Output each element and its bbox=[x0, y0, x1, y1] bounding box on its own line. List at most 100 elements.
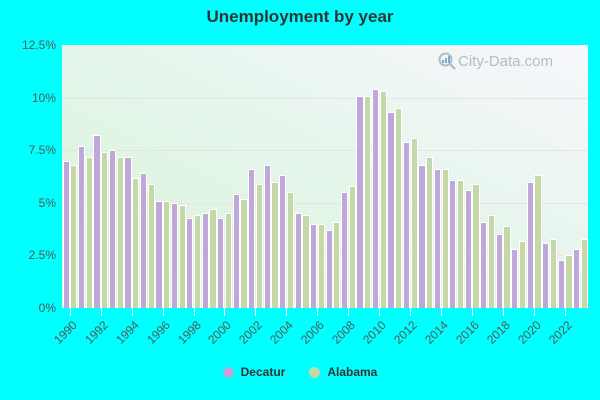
x-tick-label: 1992 bbox=[81, 318, 111, 347]
x-tick-label: 2004 bbox=[267, 318, 297, 347]
bar-alabama-1997[interactable] bbox=[178, 204, 186, 308]
x-tick-mark bbox=[379, 308, 381, 316]
bar-decatur-2015[interactable] bbox=[449, 179, 457, 308]
bar-alabama-2008[interactable] bbox=[348, 185, 356, 308]
x-tick-label: 2018 bbox=[484, 318, 513, 347]
bar-decatur-1998[interactable] bbox=[186, 217, 194, 308]
bar-decatur-2001[interactable] bbox=[232, 194, 240, 308]
bar-decatur-2006[interactable] bbox=[310, 223, 318, 308]
x-tick-label: 2010 bbox=[360, 318, 390, 347]
y-tick-label: 2.5% bbox=[28, 248, 56, 263]
bar-decatur-2002[interactable] bbox=[248, 169, 256, 308]
watermark: City-Data.com bbox=[438, 52, 553, 70]
y-tick-label: 0% bbox=[38, 301, 56, 315]
bar-decatur-2005[interactable] bbox=[294, 213, 302, 308]
bar-alabama-2010[interactable] bbox=[379, 91, 387, 308]
bar-alabama-2012[interactable] bbox=[410, 137, 418, 308]
legend-swatch-alabama bbox=[309, 366, 321, 378]
x-tick-mark bbox=[131, 308, 133, 316]
bar-alabama-2019[interactable] bbox=[518, 240, 527, 308]
bar-decatur-2010[interactable] bbox=[371, 89, 380, 308]
bar-alabama-2023[interactable] bbox=[580, 238, 588, 308]
bar-decatur-1997[interactable] bbox=[170, 202, 179, 308]
bar-alabama-1990[interactable] bbox=[70, 164, 78, 308]
x-tick-label: 2000 bbox=[205, 318, 235, 347]
bar-decatur-2014[interactable] bbox=[433, 169, 442, 308]
bar-alabama-2002[interactable] bbox=[255, 183, 264, 308]
bar-decatur-2022[interactable] bbox=[557, 259, 565, 308]
bar-alabama-2003[interactable] bbox=[271, 181, 279, 308]
bar-decatur-2009[interactable] bbox=[356, 95, 364, 308]
bar-alabama-2009[interactable] bbox=[364, 95, 372, 308]
bar-decatur-2023[interactable] bbox=[573, 249, 581, 308]
x-tick-label: 2014 bbox=[422, 318, 451, 347]
x-tick-mark bbox=[317, 308, 319, 316]
bar-decatur-2013[interactable] bbox=[418, 164, 426, 308]
bar-alabama-2018[interactable] bbox=[503, 225, 511, 308]
bar-decatur-1995[interactable] bbox=[139, 173, 148, 308]
bar-decatur-2007[interactable] bbox=[325, 230, 333, 308]
x-tick-label: 2006 bbox=[298, 318, 328, 347]
x-tick-label: 1994 bbox=[112, 318, 142, 347]
bar-decatur-2008[interactable] bbox=[340, 192, 349, 308]
bar-decatur-2020[interactable] bbox=[526, 181, 534, 308]
bar-alabama-2011[interactable] bbox=[395, 108, 403, 308]
bar-alabama-2006[interactable] bbox=[317, 223, 325, 308]
bar-decatur-2018[interactable] bbox=[495, 234, 503, 308]
x-tick-mark bbox=[193, 308, 195, 316]
x-tick-mark bbox=[502, 308, 504, 316]
gridline bbox=[62, 97, 588, 99]
bar-alabama-1998[interactable] bbox=[194, 215, 202, 308]
bar-decatur-2012[interactable] bbox=[402, 141, 411, 308]
x-tick-label: 2016 bbox=[453, 318, 482, 347]
x-tick-mark bbox=[471, 308, 473, 316]
bar-decatur-2004[interactable] bbox=[279, 175, 287, 308]
bar-alabama-1999[interactable] bbox=[209, 209, 217, 308]
bar-alabama-2020[interactable] bbox=[534, 175, 542, 308]
bar-alabama-2005[interactable] bbox=[302, 215, 310, 308]
x-tick-mark bbox=[564, 308, 566, 316]
bar-alabama-2007[interactable] bbox=[333, 221, 341, 308]
bar-alabama-2001[interactable] bbox=[240, 198, 248, 308]
y-tick-label: 5% bbox=[38, 195, 56, 210]
bar-decatur-1993[interactable] bbox=[108, 150, 117, 308]
bar-decatur-1999[interactable] bbox=[201, 213, 209, 308]
bar-alabama-2022[interactable] bbox=[565, 255, 573, 308]
bar-alabama-2015[interactable] bbox=[457, 179, 465, 308]
bar-decatur-2011[interactable] bbox=[387, 112, 395, 308]
bar-alabama-1991[interactable] bbox=[85, 156, 93, 308]
bar-alabama-2016[interactable] bbox=[472, 183, 480, 308]
bar-decatur-1990[interactable] bbox=[62, 160, 70, 308]
watermark-text: City-Data.com bbox=[458, 52, 554, 70]
bar-decatur-2017[interactable] bbox=[480, 221, 488, 308]
legend-item-decatur[interactable]: Decatur bbox=[222, 365, 285, 379]
bar-decatur-2000[interactable] bbox=[217, 217, 225, 308]
bar-decatur-2019[interactable] bbox=[511, 249, 519, 308]
bar-series bbox=[62, 45, 588, 308]
bar-alabama-2004[interactable] bbox=[286, 192, 295, 308]
bar-decatur-2016[interactable] bbox=[464, 190, 472, 308]
bar-decatur-2021[interactable] bbox=[542, 242, 550, 308]
x-tick-label: 2020 bbox=[514, 318, 544, 347]
x-tick-mark bbox=[286, 308, 288, 316]
bar-alabama-2017[interactable] bbox=[487, 215, 496, 308]
bar-alabama-1994[interactable] bbox=[132, 177, 140, 308]
bar-alabama-1996[interactable] bbox=[163, 200, 171, 308]
bar-decatur-1992[interactable] bbox=[93, 135, 101, 308]
x-tick-label: 2002 bbox=[236, 318, 266, 347]
bar-alabama-2021[interactable] bbox=[549, 238, 558, 308]
bar-decatur-1994[interactable] bbox=[124, 156, 132, 308]
gridline bbox=[62, 150, 588, 152]
bar-alabama-2013[interactable] bbox=[426, 156, 434, 308]
bar-alabama-1993[interactable] bbox=[116, 156, 124, 308]
legend-item-alabama[interactable]: Alabama bbox=[309, 365, 377, 379]
bar-alabama-2014[interactable] bbox=[441, 169, 449, 308]
bar-decatur-1996[interactable] bbox=[155, 200, 163, 308]
bar-alabama-2000[interactable] bbox=[224, 213, 233, 308]
x-tick-label: 1998 bbox=[174, 318, 204, 347]
bar-alabama-1995[interactable] bbox=[147, 183, 155, 308]
bar-decatur-1991[interactable] bbox=[77, 146, 86, 308]
bar-alabama-1992[interactable] bbox=[101, 152, 109, 308]
bar-decatur-2003[interactable] bbox=[263, 164, 271, 308]
magnifier-chart-icon bbox=[438, 52, 456, 70]
